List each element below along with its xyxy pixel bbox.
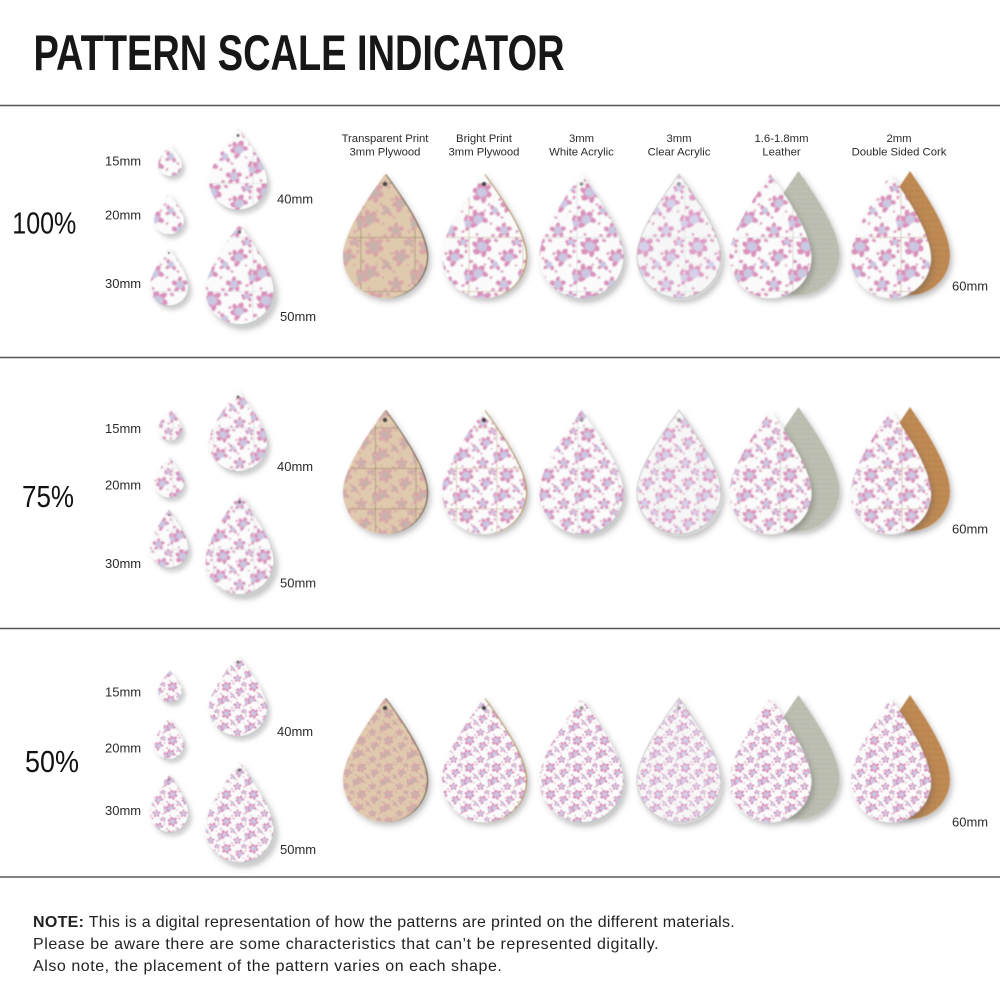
svg-text:50%: 50% [25, 744, 79, 779]
svg-text:3mm: 3mm [666, 133, 691, 145]
svg-text:20mm: 20mm [105, 740, 141, 755]
svg-text:30mm: 30mm [105, 556, 141, 571]
svg-text:20mm: 20mm [105, 208, 141, 223]
svg-text:Transparent Print: Transparent Print [342, 133, 430, 145]
svg-text:2mm: 2mm [886, 133, 911, 145]
svg-text:3mm: 3mm [569, 133, 594, 145]
svg-text:Also note, the placement of th: Also note, the placement of the pattern … [33, 958, 502, 975]
svg-text:3mm Plywood: 3mm Plywood [449, 146, 520, 158]
svg-text:15mm: 15mm [105, 421, 141, 436]
svg-text:75%: 75% [22, 479, 74, 514]
svg-text:30mm: 30mm [105, 803, 141, 818]
svg-text:Leather: Leather [762, 146, 801, 158]
svg-text:40mm: 40mm [277, 192, 313, 207]
svg-text:Please be aware there are some: Please be aware there are some character… [33, 936, 659, 953]
svg-text:50mm: 50mm [280, 576, 316, 591]
svg-text:60mm: 60mm [952, 815, 988, 830]
svg-text:Double Sided Cork: Double Sided Cork [852, 146, 947, 158]
svg-text:PATTERN SCALE INDICATOR: PATTERN SCALE INDICATOR [34, 25, 565, 81]
svg-text:15mm: 15mm [105, 685, 141, 700]
svg-text:100%: 100% [12, 205, 76, 240]
svg-text:50mm: 50mm [280, 842, 316, 857]
svg-text:3mm Plywood: 3mm Plywood [350, 146, 421, 158]
svg-text:50mm: 50mm [280, 309, 316, 324]
svg-text:1.6-1.8mm: 1.6-1.8mm [755, 133, 809, 145]
svg-text:Clear Acrylic: Clear Acrylic [648, 146, 711, 158]
svg-text:60mm: 60mm [952, 522, 988, 537]
svg-text:NOTE: This is a digital repres: NOTE: This is a digital representation o… [33, 914, 735, 931]
svg-text:40mm: 40mm [277, 459, 313, 474]
svg-text:60mm: 60mm [952, 279, 988, 294]
svg-text:White Acrylic: White Acrylic [549, 146, 614, 158]
svg-text:15mm: 15mm [105, 154, 141, 169]
svg-text:20mm: 20mm [105, 477, 141, 492]
svg-text:40mm: 40mm [277, 724, 313, 739]
svg-text:30mm: 30mm [105, 276, 141, 291]
svg-text:Bright Print: Bright Print [456, 133, 513, 145]
